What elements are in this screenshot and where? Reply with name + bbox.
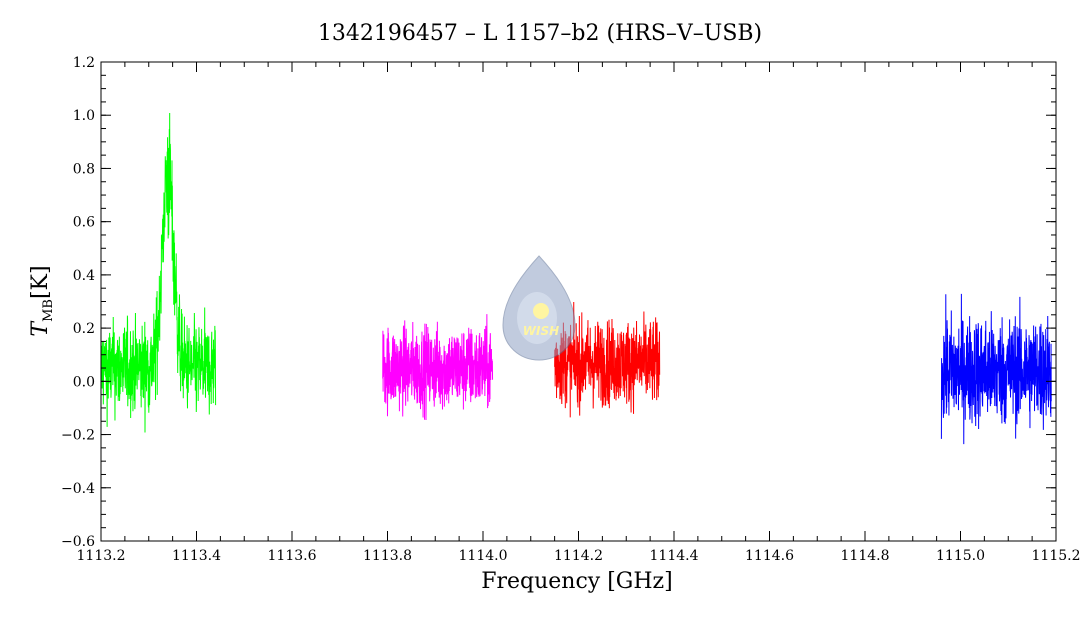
wish-logo: WISH xyxy=(502,255,576,361)
spectrum-series-3 xyxy=(554,302,661,418)
x-tick-label: 1113.4 xyxy=(172,548,221,564)
y-tick-label: 1.0 xyxy=(73,108,95,124)
x-tick-label: 1114.2 xyxy=(554,548,603,564)
spectrum-series-2 xyxy=(382,314,494,421)
y-axis-label: TMB[K] xyxy=(28,265,56,336)
series-layer xyxy=(100,112,1052,445)
chart-title: 1342196457 – L 1157–b2 (HRS–V–USB) xyxy=(318,21,762,46)
x-tick-label: 1114.6 xyxy=(745,548,794,564)
y-tick-label: 0.2 xyxy=(73,321,95,337)
svg-text:TMB[K]: TMB[K] xyxy=(28,265,56,336)
spectrum-series-4 xyxy=(940,293,1052,445)
y-axis-label-sub: MB xyxy=(41,299,56,322)
y-axis-label-main: T xyxy=(28,320,53,337)
y-tick-label: 0.8 xyxy=(73,161,95,177)
x-tick-label: 1115.2 xyxy=(1032,548,1080,564)
plot-frame xyxy=(100,61,1057,542)
y-tick-label: −0.6 xyxy=(61,534,95,550)
y-tick-label: 0.6 xyxy=(73,215,95,231)
y-axis-label-unit: [K] xyxy=(28,265,53,299)
x-tick-label: 1113.8 xyxy=(363,548,412,564)
y-tick-label: 0.4 xyxy=(73,268,95,284)
y-tick-label: 1.2 xyxy=(73,55,95,71)
y-axis: −0.6 −0.4 −0.2 0.0 0.2 0.4 0.6 0.8 1.0 1.2 xyxy=(61,55,1056,550)
x-tick-label: 1114.8 xyxy=(841,548,890,564)
watermark-label: WISH xyxy=(523,324,559,338)
x-axis: 1113.2 1113.4 1113.6 1113.8 1114.0 1114.2 1114… xyxy=(77,62,1080,564)
spectrum-series-1 xyxy=(100,112,217,433)
x-tick-label: 1113.6 xyxy=(268,548,317,564)
x-tick-label: 1114.0 xyxy=(459,548,508,564)
y-tick-label: −0.2 xyxy=(61,428,95,444)
x-tick-label: 1113.2 xyxy=(77,548,126,564)
x-tick-label: 1115.0 xyxy=(936,548,985,564)
y-tick-label: 0.0 xyxy=(73,374,95,390)
x-tick-label: 1114.4 xyxy=(650,548,699,564)
star-icon xyxy=(533,303,549,319)
y-tick-label: −0.4 xyxy=(61,481,95,497)
x-axis-label: Frequency [GHz] xyxy=(481,569,673,594)
